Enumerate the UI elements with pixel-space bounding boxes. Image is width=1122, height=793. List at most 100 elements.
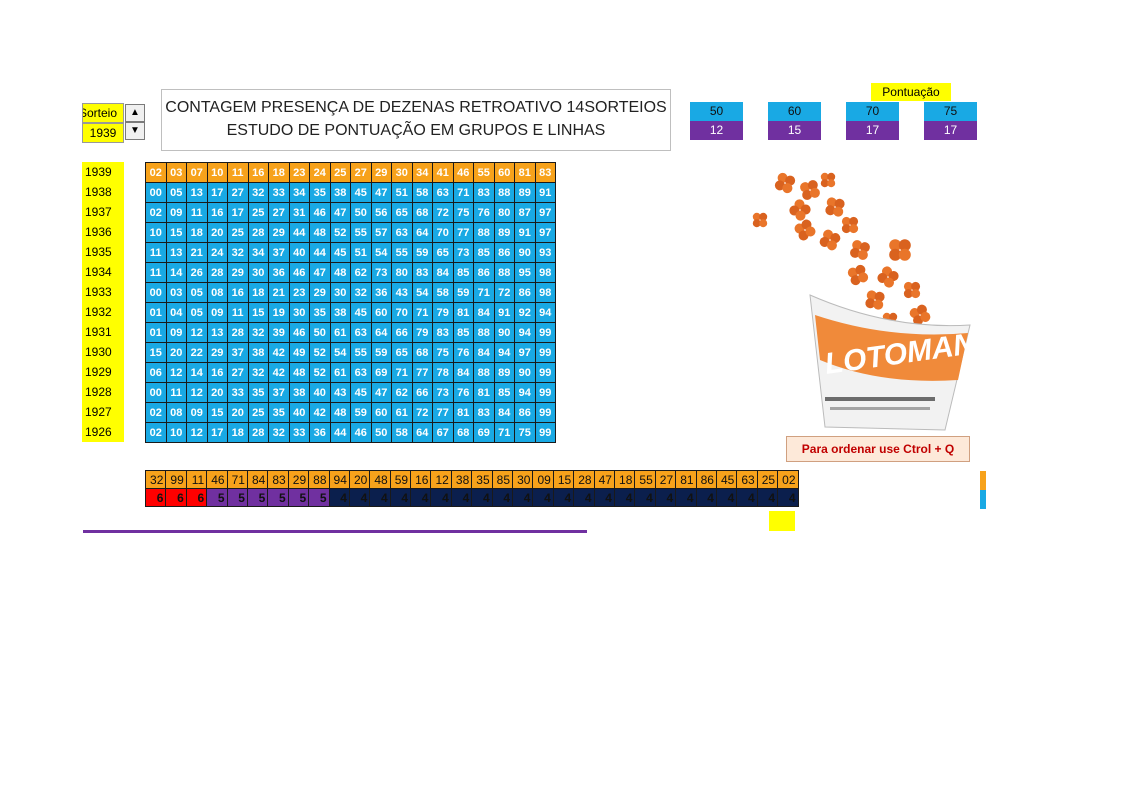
strip-count-cell: 4 <box>512 488 534 507</box>
strip-count-cell: 4 <box>695 488 717 507</box>
grid-cell: 27 <box>268 202 290 223</box>
grid-cell: 59 <box>452 282 474 303</box>
grid-cell: 32 <box>227 242 249 263</box>
strip-count-cell: 6 <box>165 488 187 507</box>
grid-cell: 20 <box>165 342 187 363</box>
grid-cell: 86 <box>514 402 536 423</box>
strip-number-cell: 55 <box>634 470 656 489</box>
grid-cell: 46 <box>288 322 310 343</box>
grid-cell: 55 <box>350 342 372 363</box>
strip-count-cell: 4 <box>654 488 677 507</box>
grid-cell: 90 <box>514 242 536 263</box>
strip-number-cell: 35 <box>471 470 493 489</box>
grid-cell: 19 <box>268 302 290 323</box>
grid-cell: 48 <box>329 262 351 283</box>
grid-cell: 29 <box>370 162 392 183</box>
grid-cell: 02 <box>145 422 167 443</box>
strip-number-cell: 45 <box>715 470 738 489</box>
grid-cell: 46 <box>309 202 331 223</box>
grid-cell: 84 <box>473 302 495 323</box>
strip-numbers-row: 32 99 11 46 71 84 83 29 88 94 20 48 59 16 12 38 35 85 30 09… <box>144 470 799 489</box>
pontuacao-count: 15 <box>768 121 821 140</box>
grid-cell: 83 <box>473 402 495 423</box>
grid-cell: 94 <box>493 342 515 363</box>
grid-cell: 62 <box>391 382 413 403</box>
grid-cell: 71 <box>452 182 474 203</box>
frequency-strip: 32 99 11 46 71 84 83 29 88 94 20 48 59 16 12 38 35 85 30 09… <box>144 470 799 507</box>
grid-cell: 59 <box>411 242 433 263</box>
pontuacao-box-60: 60 15 <box>768 102 821 140</box>
grid-cell: 91 <box>514 222 536 243</box>
grid-cell: 63 <box>391 222 413 243</box>
grid-row: 00 11 12 20 33 35 37 38 40 43 45 47 62 66 73 76 81 85 94 99 <box>145 382 556 403</box>
strip-count-cell: 4 <box>715 488 738 507</box>
grid-cell: 46 <box>288 262 310 283</box>
strip-count-cell: 4 <box>675 488 697 507</box>
grid-cell: 43 <box>391 282 413 303</box>
grid-cell: 32 <box>268 422 290 443</box>
grid-cell: 84 <box>493 402 515 423</box>
grid-cell: 13 <box>165 242 187 263</box>
grid-cell: 80 <box>391 262 413 283</box>
grid-cell: 44 <box>329 422 351 443</box>
grid-cell: 18 <box>186 222 208 243</box>
grid-cell: 23 <box>288 162 310 183</box>
grid-cell: 09 <box>165 322 187 343</box>
grid-cell: 99 <box>534 402 556 423</box>
grid-cell: 94 <box>514 322 536 343</box>
grid-cell: 10 <box>145 222 167 243</box>
grid-cell: 16 <box>206 362 228 383</box>
pontuacao-label: Pontuação <box>871 83 951 101</box>
grid-cell: 50 <box>309 322 331 343</box>
grid-cell: 04 <box>165 302 187 323</box>
grid-cell: 11 <box>227 162 249 183</box>
grid-cell: 10 <box>206 162 228 183</box>
grid-cell: 52 <box>329 222 351 243</box>
grid-cell: 54 <box>411 282 433 303</box>
grid-cell: 11 <box>145 242 167 263</box>
strip-count-cell: 5 <box>287 488 310 507</box>
grid-cell: 40 <box>309 382 331 403</box>
grid-cell: 42 <box>268 342 290 363</box>
grid-cell: 37 <box>227 342 249 363</box>
grid-cell: 86 <box>493 242 515 263</box>
grid-cell: 49 <box>288 342 310 363</box>
grid-cell: 17 <box>206 422 228 443</box>
grid-cell: 48 <box>309 222 331 243</box>
spin-up-button[interactable]: ▲ <box>125 104 145 122</box>
year-cell: 1934 <box>82 262 124 282</box>
strip-count-cell: 6 <box>185 488 208 507</box>
grid-cell: 45 <box>350 302 372 323</box>
grid-cell: 16 <box>247 162 269 183</box>
grid-cell: 71 <box>411 302 433 323</box>
grid-cell: 21 <box>186 242 208 263</box>
grid-cell: 29 <box>268 222 290 243</box>
grid-cell: 73 <box>370 262 392 283</box>
pontuacao-count: 17 <box>846 121 899 140</box>
strip-tail-blue <box>980 490 986 509</box>
strip-count-cell: 4 <box>450 488 473 507</box>
grid-cell: 16 <box>206 202 228 223</box>
grid-cell: 97 <box>534 222 556 243</box>
grid-cell: 25 <box>247 202 269 223</box>
grid-cell: 41 <box>432 162 454 183</box>
grid-cell: 64 <box>370 322 392 343</box>
title-line-1: CONTAGEM PRESENÇA DE DEZENAS RETROATIVO … <box>165 99 667 116</box>
grid-cell: 76 <box>473 202 495 223</box>
grid-cell: 11 <box>165 382 187 403</box>
pontuacao-count: 12 <box>690 121 743 140</box>
grid-cell: 81 <box>473 382 495 403</box>
year-cell: 1927 <box>82 402 124 422</box>
spin-down-button[interactable]: ▼ <box>125 122 145 140</box>
sorteio-value[interactable]: 1939 <box>82 123 124 143</box>
grid-cell: 24 <box>309 162 331 183</box>
grid-cell: 35 <box>268 402 290 423</box>
grid-cell: 28 <box>227 322 249 343</box>
grid-cell: 50 <box>370 422 392 443</box>
grid-cell: 77 <box>432 402 454 423</box>
grid-cell: 86 <box>473 262 495 283</box>
grid-cell: 59 <box>370 342 392 363</box>
grid-cell: 98 <box>534 282 556 303</box>
grid-cell: 68 <box>411 342 433 363</box>
grid-cell: 47 <box>329 202 351 223</box>
